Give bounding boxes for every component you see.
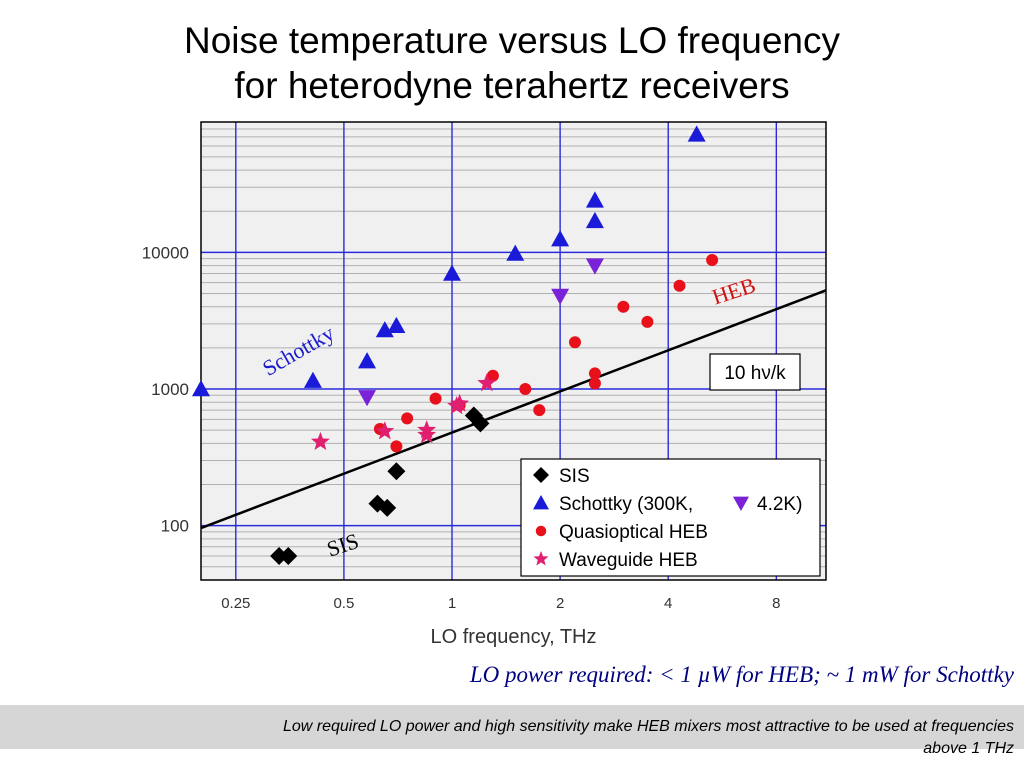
- x-tick-label: 1: [448, 595, 456, 612]
- point-quasioptical-heb: [588, 367, 601, 380]
- legend-label: SIS: [559, 466, 590, 487]
- point-4-2k: [551, 288, 570, 305]
- reference-line-label-box: [709, 353, 801, 391]
- legend-marker: [533, 551, 549, 566]
- x-tick-label: 0.5: [333, 595, 354, 612]
- point-schottky-300k: [585, 191, 604, 208]
- legend-marker: [535, 525, 547, 537]
- legend-label: Schottky (300K,: [559, 494, 693, 515]
- point-quasioptical-heb: [568, 336, 581, 349]
- point-waveguide-heb: [417, 425, 437, 444]
- legend-label: Waveguide HEB: [559, 550, 698, 571]
- point-schottky-300k: [443, 264, 462, 281]
- footer-band: [0, 705, 1024, 749]
- legend-marker: [533, 495, 549, 510]
- legend-label: 4.2K): [757, 494, 802, 515]
- noise-temperature-chart: 0.25 0.5 1 2 4 8 100 1000 10000 LO frequency, THz…: [142, 121, 827, 648]
- point-quasioptical-heb: [673, 279, 686, 292]
- y-tick-label: 10000: [142, 243, 189, 262]
- x-tick-label: 8: [772, 595, 780, 612]
- x-tick-label: 4: [664, 595, 672, 612]
- point-schottky-300k: [585, 211, 604, 229]
- x-tick-label: 0.25: [221, 595, 250, 612]
- data-points: [192, 125, 719, 565]
- footer-line-2: above 1 THz: [923, 740, 1014, 757]
- point-4-2k: [358, 390, 377, 407]
- point-sis: [270, 546, 289, 565]
- legend-label: Quasioptical HEB: [559, 522, 708, 543]
- point-waveguide-heb: [310, 431, 330, 450]
- y-tick-label: 100: [161, 517, 189, 536]
- point-sis: [471, 414, 490, 433]
- point-schottky-300k: [303, 371, 322, 388]
- x-axis-label: LO frequency, THz: [431, 626, 597, 648]
- point-quasioptical-heb: [617, 300, 630, 313]
- point-schottky-300k: [358, 352, 377, 369]
- point-sis: [387, 462, 406, 481]
- point-sis: [378, 498, 397, 517]
- title-line-2: for heterodyne terahertz receivers: [234, 65, 790, 106]
- point-quasioptical-heb: [486, 369, 499, 382]
- point-waveguide-heb: [450, 393, 470, 412]
- point-schottky-300k: [506, 244, 525, 261]
- point-quasioptical-heb: [390, 440, 403, 453]
- legend-box: [520, 458, 821, 577]
- point-quasioptical-heb: [519, 383, 532, 396]
- point-schottky-300k: [551, 230, 570, 247]
- point-schottky-300k: [687, 125, 706, 142]
- point-quasioptical-heb: [401, 412, 414, 425]
- legend-marker: [733, 496, 749, 511]
- point-sis: [279, 546, 298, 565]
- point-quasioptical-heb: [706, 253, 719, 266]
- point-quasioptical-heb: [533, 404, 546, 417]
- footer-text: Low required LO power and high sensitivi…: [20, 716, 1014, 760]
- x-tick-label: 2: [556, 595, 564, 612]
- title-line-1: Noise temperature versus LO frequency: [183, 20, 841, 61]
- reference-line-10hv-k: [200, 289, 827, 530]
- y-tick-label: 1000: [151, 380, 189, 399]
- point-quasioptical-heb: [588, 377, 601, 390]
- slide-title: Noise temperature versus LO frequency fo…: [0, 18, 1024, 108]
- point-schottky-300k: [387, 316, 406, 334]
- legend-marker: [533, 467, 549, 483]
- point-waveguide-heb: [477, 373, 497, 392]
- reference-line-label: 10 hν/k: [724, 363, 786, 384]
- point-4-2k: [585, 258, 604, 275]
- point-quasioptical-heb: [429, 392, 442, 405]
- footer-line-1: Low required LO power and high sensitivi…: [282, 718, 1014, 735]
- plot-frame: [200, 121, 827, 581]
- lo-power-note: LO power required: < 1 µW for HEB; ~ 1 m…: [469, 662, 1014, 687]
- point-schottky-300k: [192, 380, 210, 397]
- point-waveguide-heb: [375, 421, 395, 440]
- point-quasioptical-heb: [641, 315, 654, 328]
- point-schottky-300k: [375, 321, 394, 338]
